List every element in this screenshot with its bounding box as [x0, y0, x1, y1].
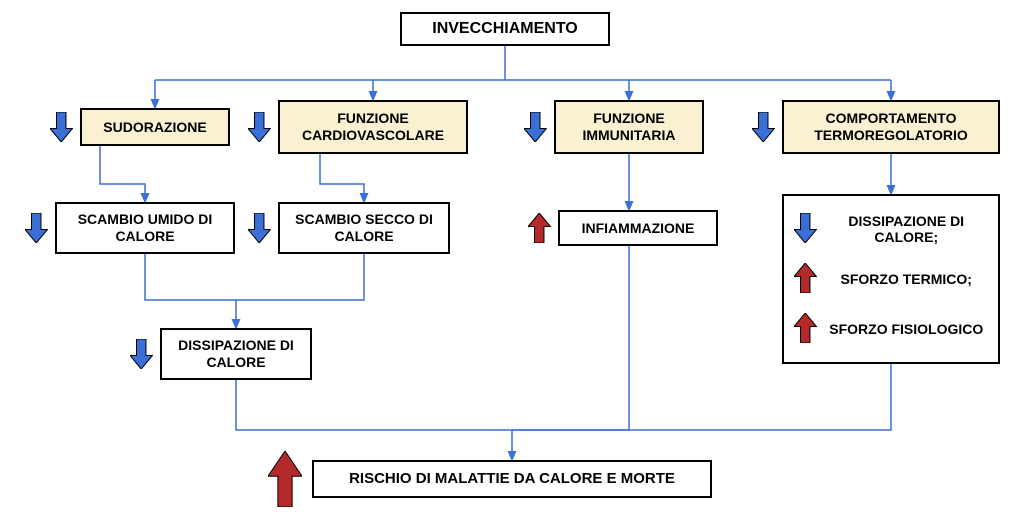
node-label: FUNZIONE CARDIOVASCOLARE — [288, 110, 458, 144]
down-arrow-icon — [50, 112, 73, 142]
multi-row-label: SFORZO FISIOLOGICO — [825, 321, 989, 337]
up-arrow-icon — [268, 451, 302, 507]
multi-row-label: DISSIPAZIONE DI CALORE; — [825, 213, 989, 245]
node-termoreg: COMPORTAMENTO TERMOREGOLATORIO — [782, 100, 1000, 154]
node-label: SCAMBIO SECCO DI CALORE — [288, 211, 440, 245]
multi-row: SFORZO FISIOLOGICO — [794, 313, 988, 346]
multi-row: DISSIPAZIONE DI CALORE; — [794, 213, 988, 246]
node-scambio_umido: SCAMBIO UMIDO DI CALORE — [55, 202, 235, 254]
node-cardio: FUNZIONE CARDIOVASCOLARE — [278, 100, 468, 154]
node-sudorazione: SUDORAZIONE — [80, 108, 230, 146]
node-label: SCAMBIO UMIDO DI CALORE — [65, 211, 225, 245]
connector — [320, 154, 364, 202]
node-infiammazione: INFIAMMAZIONE — [558, 210, 718, 246]
connector — [236, 380, 512, 430]
down-arrow-icon — [752, 112, 775, 142]
connector — [145, 254, 236, 328]
node-scambio_secco: SCAMBIO SECCO DI CALORE — [278, 202, 450, 254]
down-arrow-icon — [794, 213, 817, 246]
multi-row-label: SFORZO TERMICO; — [825, 271, 989, 287]
down-arrow-icon — [248, 213, 271, 243]
connector — [236, 254, 364, 300]
node-label: FUNZIONE IMMUNITARIA — [564, 110, 694, 144]
node-label: DISSIPAZIONE DI CALORE — [170, 337, 302, 371]
node-root: INVECCHIAMENTO — [400, 12, 610, 46]
connector — [512, 246, 629, 430]
node-label: COMPORTAMENTO TERMOREGOLATORIO — [792, 110, 990, 144]
down-arrow-icon — [25, 213, 48, 243]
down-arrow-icon — [524, 112, 547, 142]
node-label: INFIAMMAZIONE — [582, 220, 695, 237]
node-immun: FUNZIONE IMMUNITARIA — [554, 100, 704, 154]
up-arrow-icon — [794, 313, 817, 346]
connector — [100, 146, 145, 202]
node-multi: DISSIPAZIONE DI CALORE; SFORZO TERMICO; SF… — [782, 194, 1000, 364]
up-arrow-icon — [794, 263, 817, 296]
up-arrow-icon — [528, 213, 551, 243]
multi-row: SFORZO TERMICO; — [794, 263, 988, 296]
node-label: RISCHIO DI MALATTIE DA CALORE E MORTE — [349, 470, 675, 488]
down-arrow-icon — [130, 339, 153, 369]
down-arrow-icon — [248, 112, 271, 142]
node-label: SUDORAZIONE — [103, 119, 206, 136]
node-final: RISCHIO DI MALATTIE DA CALORE E MORTE — [312, 460, 712, 498]
node-label: INVECCHIAMENTO — [432, 19, 578, 38]
node-dissipazione: DISSIPAZIONE DI CALORE — [160, 328, 312, 380]
connector — [512, 364, 891, 430]
